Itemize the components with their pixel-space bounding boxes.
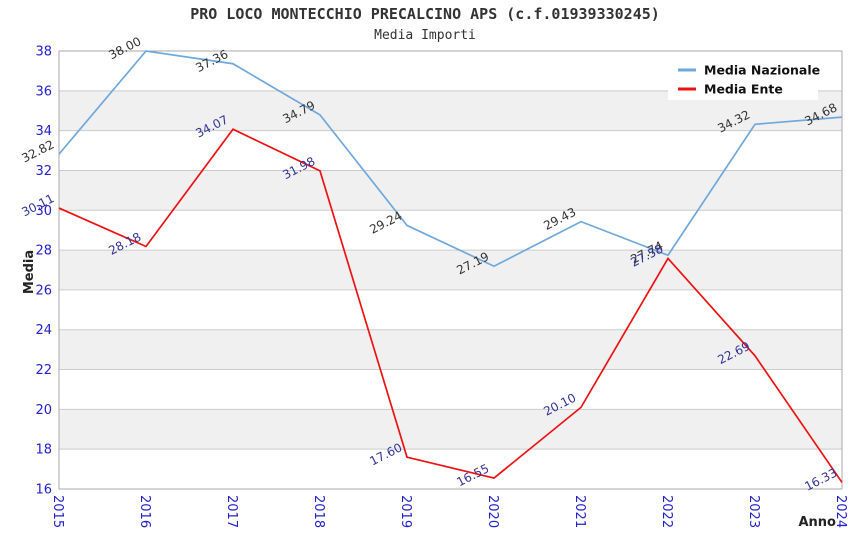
- x-tick-label: 2022: [659, 495, 674, 528]
- x-axis-title: Anno: [798, 515, 836, 530]
- data-point-label: 16.55: [454, 461, 491, 489]
- legend-label-media-nazionale: Media Nazionale: [704, 63, 820, 78]
- x-tick-label: 2018: [311, 495, 326, 528]
- chart-title: PRO LOCO MONTECCHIO PRECALCINO APS (c.f.…: [190, 5, 660, 23]
- gridlines: [59, 90, 842, 450]
- plot-band: [59, 329, 842, 370]
- plot-border: [58, 50, 843, 490]
- y-tick-label: 30: [35, 204, 52, 219]
- y-tick-label: 26: [35, 283, 52, 298]
- chart-subtitle: Media Importi: [374, 28, 476, 43]
- y-axis-ticks: 16 18 20 22 24 26 28 30 32 34 36 38: [35, 45, 52, 498]
- y-tick-label: 28: [35, 244, 52, 259]
- plot-bands: [59, 90, 842, 450]
- x-tick-label: 2024: [833, 495, 848, 528]
- y-tick-label: 16: [35, 483, 52, 498]
- y-tick-label: 38: [35, 45, 52, 60]
- y-tick-label: 18: [35, 443, 52, 458]
- data-point-label: 29.24: [367, 209, 404, 237]
- x-tick-label: 2021: [572, 495, 587, 528]
- x-axis-ticks: 2015 2016 2017 2018 2019 2020 2021 2022 2023 2024: [50, 495, 848, 528]
- x-tick-label: 2020: [485, 495, 500, 528]
- x-tick-label: 2023: [746, 495, 761, 528]
- data-series: [58, 50, 843, 483]
- y-axis-title: Media: [22, 250, 37, 294]
- data-point-label: 32.82: [19, 137, 56, 165]
- y-tick-label: 32: [35, 164, 52, 179]
- plot-band: [59, 250, 842, 290]
- series-line-media-ente: [58, 128, 843, 483]
- plot-band: [59, 409, 842, 450]
- series-line-media-nazionale: [58, 50, 843, 268]
- x-tick-label: 2015: [50, 495, 65, 528]
- legend: Media Nazionale Media Ente: [668, 56, 820, 100]
- y-tick-label: 24: [35, 323, 52, 338]
- y-tick-label: 36: [35, 84, 52, 99]
- y-tick-label: 34: [35, 124, 52, 139]
- x-tick-label: 2016: [137, 495, 152, 528]
- legend-label-media-ente: Media Ente: [704, 82, 783, 97]
- x-tick-label: 2019: [398, 495, 413, 528]
- y-tick-label: 22: [35, 363, 52, 378]
- x-tick-label: 2017: [224, 495, 239, 528]
- legend-box: [668, 56, 818, 100]
- data-point-label: 38.00: [106, 34, 143, 62]
- y-tick-label: 20: [35, 403, 52, 418]
